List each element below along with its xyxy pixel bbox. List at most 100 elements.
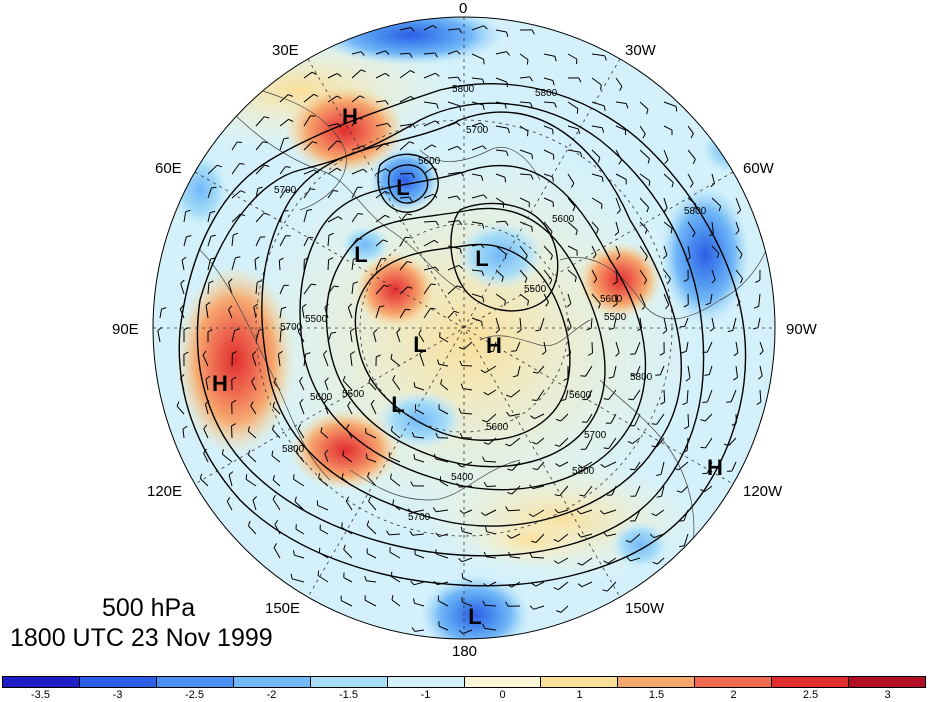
wind-barb [471, 122, 481, 127]
wind-barb-flag [252, 351, 257, 356]
wind-barb [226, 501, 233, 511]
wind-barb [423, 167, 433, 175]
wind-barb-flag [299, 376, 303, 382]
contour-label: 5500 [342, 389, 365, 400]
wind-barb [517, 365, 521, 376]
contour-label: 5800 [452, 84, 475, 95]
wind-barb [663, 149, 669, 161]
wind-barb [415, 408, 425, 415]
wind-barb-flag [506, 411, 510, 417]
wind-barb-flag [458, 558, 463, 563]
wind-barb [706, 389, 713, 403]
wind-barb [757, 317, 761, 328]
wind-barb-flag [347, 303, 353, 308]
wind-barb [364, 599, 377, 607]
wind-barb [245, 478, 257, 487]
wind-barb-flag [347, 401, 351, 406]
wind-barb [279, 308, 282, 319]
wind-barb-flag [406, 213, 412, 216]
wind-barb-flag [531, 154, 533, 160]
wind-barb [604, 461, 617, 468]
wind-barb-flag [250, 401, 254, 407]
wind-barb-flag [612, 303, 618, 308]
wind-barb-flag [507, 492, 513, 495]
wind-barb-flag [506, 394, 512, 398]
wind-barb [295, 528, 305, 535]
wind-barb-flag [323, 350, 328, 355]
wind-barb [711, 197, 721, 207]
wind-barb-flag [684, 425, 689, 430]
wind-barb-flag [482, 456, 486, 462]
wind-barb [327, 123, 338, 127]
wind-barb [508, 509, 521, 512]
wind-barb [366, 458, 377, 463]
wind-barb-flag [649, 533, 655, 538]
wind-barb-flag [504, 103, 507, 109]
wind-barb-flag [410, 27, 415, 32]
wind-barb-flag [739, 254, 743, 260]
wind-barb-flag [410, 580, 415, 586]
wind-barb-flag [710, 183, 715, 188]
wind-barb-flag [615, 352, 620, 357]
wind-barb-flag [485, 526, 488, 532]
wind-barb [735, 245, 743, 255]
wind-barb [591, 269, 598, 279]
wind-barb [342, 380, 353, 391]
wind-barb [639, 293, 646, 306]
wind-barb-flag [549, 279, 553, 285]
wind-barb-flag [271, 424, 275, 430]
wind-barb-flag [392, 499, 395, 505]
wind-barb [272, 479, 281, 487]
wind-barb [176, 405, 185, 415]
wind-barb [581, 581, 593, 588]
wind-barb-flag [524, 278, 528, 283]
wind-barb [463, 341, 473, 350]
wind-barb-flag [360, 69, 366, 73]
wind-barb-flag [313, 93, 319, 97]
wind-barb-flag [458, 220, 463, 226]
wind-barb-flag [552, 80, 555, 86]
wind-barb-flag [432, 507, 437, 512]
wind-barb [471, 317, 482, 322]
wind-barb [603, 509, 617, 515]
wind-barb [639, 101, 649, 110]
wind-barb-flag [576, 510, 582, 515]
wind-barb-flag [287, 94, 293, 97]
wind-barb-flag [368, 496, 371, 502]
wind-barb-flag [482, 297, 485, 303]
wind-barb [511, 485, 521, 495]
wind-barb [639, 269, 648, 281]
wind-barb-flag [488, 350, 494, 353]
colorbar-tick-label: 1 [576, 689, 583, 701]
wind-barb [656, 557, 665, 565]
wind-barb-flag [323, 398, 329, 404]
wind-barb-flag [648, 180, 651, 186]
wind-barb-flag [531, 29, 535, 35]
wind-barb-flag [353, 257, 359, 260]
wind-barb [567, 53, 578, 60]
wind-barb-flag [362, 168, 368, 173]
wind-barb-flag [365, 453, 368, 459]
wind-barb-flag [740, 278, 744, 284]
pressure-center-label: L [391, 392, 404, 417]
colorbar-segment [310, 677, 388, 687]
wind-barb-flag [531, 399, 537, 401]
wind-barb-flag [727, 330, 733, 333]
wind-barb [279, 235, 287, 247]
wind-barb-flag [529, 605, 534, 610]
wind-barb [228, 282, 233, 295]
wind-barb-flag [410, 70, 415, 74]
wind-barb [299, 402, 305, 415]
wind-barb [537, 365, 545, 374]
wind-barb [303, 71, 313, 79]
wind-barb-flag [580, 375, 586, 377]
wind-barb-flag [662, 254, 668, 259]
wind-barb [255, 282, 258, 295]
wind-barb-flag [670, 228, 673, 234]
wind-barb-flag [350, 327, 355, 332]
wind-barb-flag [481, 270, 485, 276]
wind-barb [759, 341, 764, 352]
wind-barb [537, 461, 545, 470]
wind-barb [533, 605, 545, 610]
wind-barb-flag [337, 216, 343, 220]
